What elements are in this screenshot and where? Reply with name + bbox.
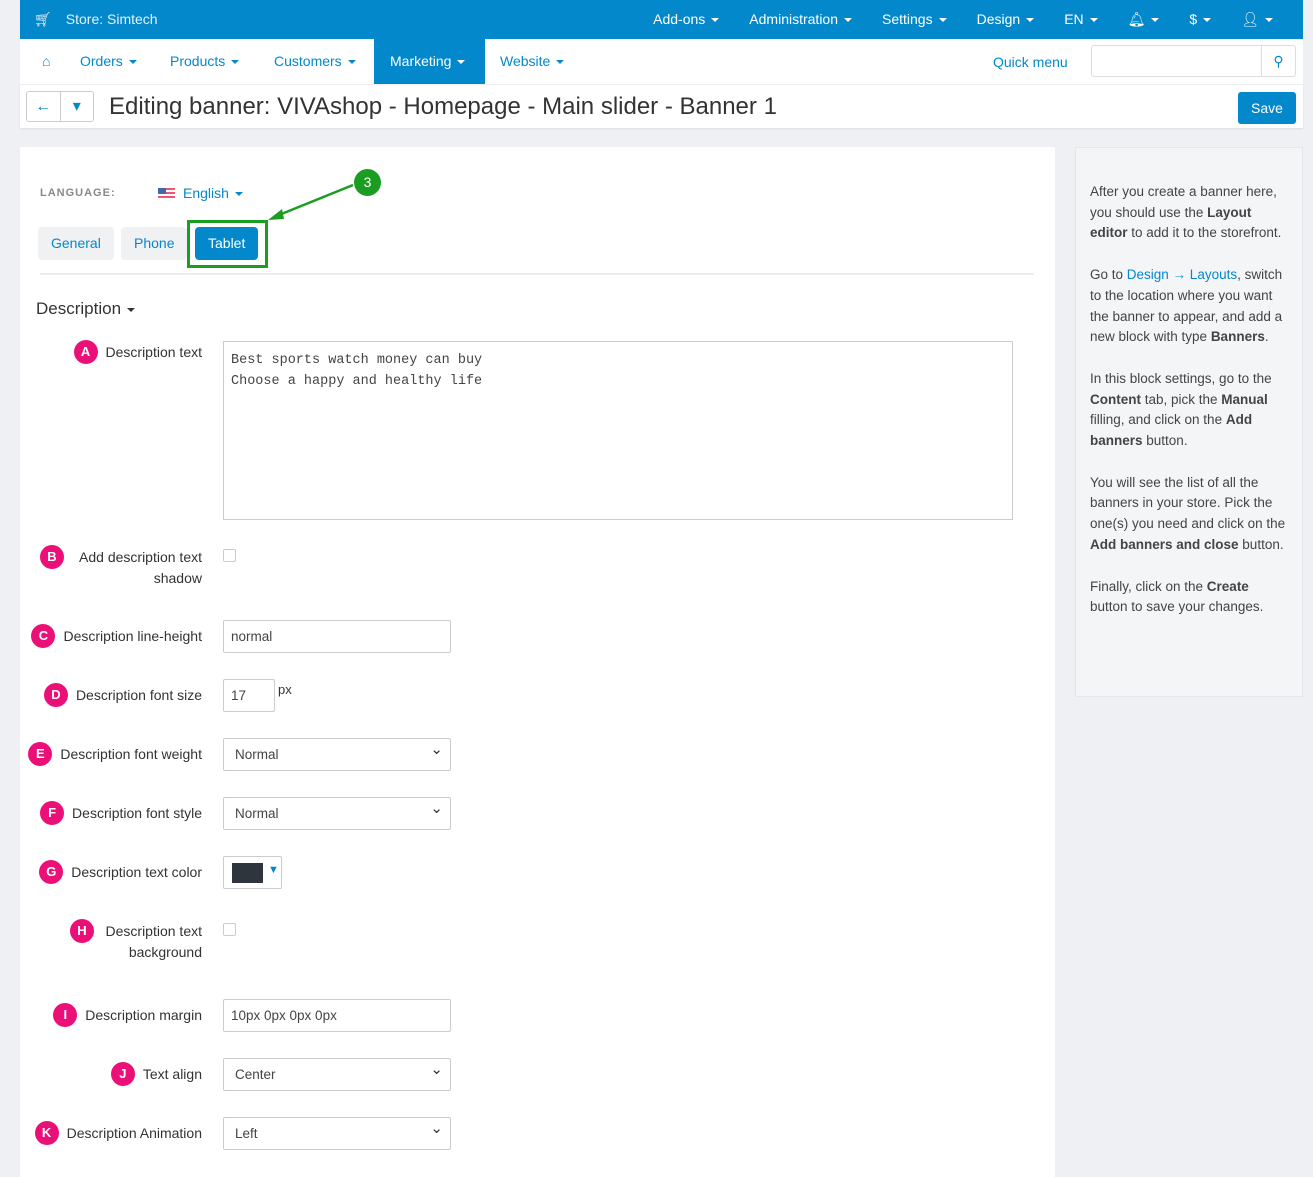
- margin-input[interactable]: 10px 0px 0px 0px: [223, 999, 451, 1032]
- annotation-number: 3: [354, 169, 381, 196]
- menu-addons[interactable]: Add-ons: [653, 11, 719, 28]
- store-switcher[interactable]: 🛒︎ Store: Simtech: [34, 11, 158, 28]
- badge-a: A: [73, 340, 98, 364]
- label-font-style: Description font style: [72, 805, 202, 821]
- menu-administration[interactable]: Administration: [749, 11, 852, 28]
- tab-tablet[interactable]: Tablet: [195, 227, 259, 260]
- bell-icon[interactable]: 🔔︎: [1128, 11, 1160, 28]
- save-button[interactable]: Save: [1238, 92, 1296, 124]
- search-icon[interactable]: ⚲: [1261, 46, 1295, 76]
- animation-select[interactable]: Left: [223, 1113, 451, 1150]
- label-text-color: Description text color: [71, 864, 202, 880]
- divider: [40, 273, 1034, 275]
- label-text-shadow: Add description text shadow: [79, 549, 202, 586]
- tab-phone[interactable]: Phone: [121, 227, 188, 260]
- badge-f: F: [40, 801, 65, 825]
- line-height-input[interactable]: normal: [223, 620, 451, 653]
- chevron-down-icon: ▼: [268, 864, 279, 876]
- history-dropdown[interactable]: ▾: [72, 98, 81, 115]
- badge-g: G: [39, 860, 64, 884]
- font-size-input[interactable]: 17: [223, 679, 275, 712]
- menu-design[interactable]: Design: [977, 11, 1035, 28]
- nav-marketing[interactable]: Marketing: [374, 39, 485, 84]
- language-select[interactable]: English: [158, 185, 243, 201]
- badge-c: C: [31, 624, 56, 648]
- nav-products[interactable]: Products: [154, 39, 255, 84]
- unit-px: px: [278, 682, 292, 697]
- font-style-select[interactable]: Normal: [223, 793, 451, 830]
- section-description-toggle[interactable]: Description: [36, 299, 135, 319]
- nav-website[interactable]: Website: [484, 39, 580, 84]
- help-p5: Finally, click on the Create button to s…: [1090, 578, 1264, 615]
- label-animation: Description Animation: [66, 1125, 202, 1141]
- menu-language[interactable]: EN: [1064, 11, 1097, 28]
- color-swatch: [232, 863, 263, 883]
- main-panel: LANGUAGE: English General Phone Tablet 3…: [20, 147, 1055, 1177]
- back-button[interactable]: ←: [27, 92, 61, 121]
- user-icon[interactable]: 👤︎: [1241, 11, 1273, 28]
- help-p4: You will see the list of all the banners…: [1090, 474, 1286, 552]
- menu-settings[interactable]: Settings: [882, 11, 947, 28]
- description-text-input[interactable]: Best sports watch money can buy Choose a…: [223, 341, 1013, 520]
- text-align-select[interactable]: Center: [223, 1054, 451, 1091]
- badge-b: B: [40, 545, 64, 569]
- label-description-text: Description text: [105, 344, 202, 360]
- badge-i: I: [53, 1003, 78, 1027]
- text-background-checkbox[interactable]: [223, 923, 236, 936]
- badge-e: E: [28, 742, 53, 766]
- page-title: Editing banner: VIVAshop - Homepage - Ma…: [109, 93, 777, 120]
- badge-h: H: [70, 919, 94, 943]
- store-name: Store: Simtech: [65, 11, 158, 27]
- badge-k: K: [34, 1121, 59, 1145]
- text-color-picker[interactable]: ▼: [223, 856, 282, 889]
- label-font-weight: Description font weight: [60, 746, 202, 762]
- label-text-align: Text align: [142, 1066, 202, 1082]
- badge-d: D: [43, 683, 68, 707]
- title-bar: ← ▾ Editing banner: VIVAshop - Homepage -…: [20, 84, 1303, 128]
- nav-orders[interactable]: Orders: [64, 39, 153, 84]
- cart-icon: 🛒︎: [34, 11, 52, 27]
- us-flag-icon: [158, 188, 175, 199]
- help-p3: In this block settings, go to the Conten…: [1090, 370, 1272, 449]
- nav-customers[interactable]: Customers: [258, 39, 372, 84]
- help-p1: After you create a banner here, you shou…: [1090, 184, 1282, 241]
- help-sidebar: After you create a banner here, you shou…: [1075, 147, 1303, 697]
- main-nav: ⌂ Orders Products Customers Marketing We…: [20, 39, 1303, 84]
- highlight-box: [187, 220, 268, 268]
- language-label: LANGUAGE:: [40, 187, 116, 199]
- label-margin: Description margin: [85, 1007, 202, 1023]
- search-input[interactable]: ⚲: [1091, 45, 1296, 77]
- label-line-height: Description line-height: [63, 628, 202, 644]
- tab-general[interactable]: General: [38, 227, 114, 260]
- text-shadow-checkbox[interactable]: [223, 549, 236, 562]
- design-layouts-link[interactable]: Design → Layouts: [1126, 267, 1238, 283]
- font-weight-select[interactable]: Normal: [223, 734, 451, 771]
- quick-menu[interactable]: Quick menu: [993, 54, 1068, 70]
- label-text-background: Description text background: [105, 923, 202, 960]
- home-icon[interactable]: ⌂: [42, 53, 51, 69]
- label-font-size: Description font size: [75, 687, 202, 703]
- help-p2: Go to Design → Layouts, switch to the lo…: [1090, 267, 1283, 345]
- annotation-arrow: [268, 183, 354, 220]
- badge-j: J: [110, 1062, 135, 1086]
- top-bar: 🛒︎ Store: Simtech Add-ons Administration …: [20, 0, 1303, 39]
- menu-currency[interactable]: $: [1189, 11, 1211, 28]
